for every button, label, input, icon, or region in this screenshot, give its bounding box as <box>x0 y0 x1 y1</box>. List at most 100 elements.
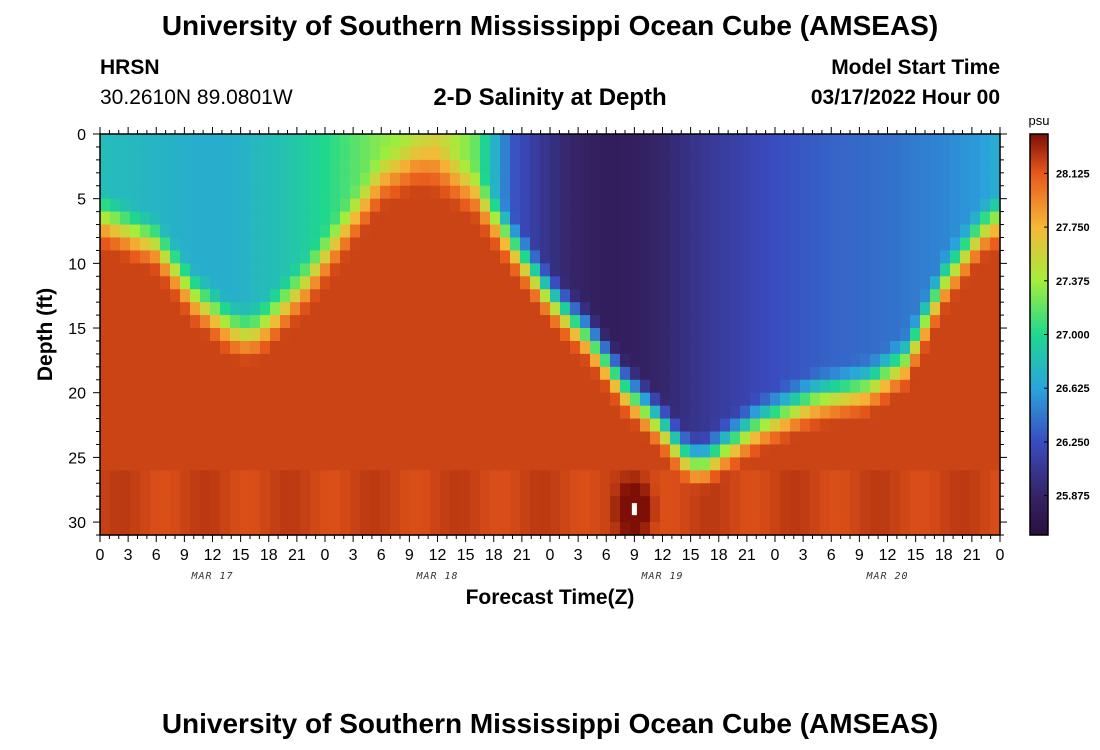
heatmap-cell <box>230 457 241 471</box>
heatmap-cell <box>270 315 281 329</box>
heatmap-cell <box>950 509 961 523</box>
heatmap-cell <box>550 509 561 523</box>
heatmap-cell <box>820 276 831 290</box>
heatmap-cell <box>210 483 221 497</box>
heatmap-cell <box>540 353 551 368</box>
heatmap-cell <box>420 418 431 433</box>
heatmap-cell <box>990 315 1001 329</box>
heatmap-cell <box>650 379 661 394</box>
heatmap-cell <box>470 198 481 213</box>
heatmap-cell <box>950 276 961 290</box>
heatmap-cell <box>540 522 551 536</box>
heatmap-cell <box>590 509 601 523</box>
heatmap-cell <box>330 522 341 536</box>
heatmap-cell <box>920 470 931 484</box>
heatmap-cell <box>760 496 771 510</box>
heatmap-cell <box>310 328 321 342</box>
heatmap-cell <box>460 198 471 213</box>
heatmap-cell <box>820 198 831 213</box>
heatmap-cell <box>550 159 561 174</box>
heatmap-cell <box>320 328 331 342</box>
heatmap-cell <box>760 405 771 420</box>
heatmap-cell <box>610 224 621 239</box>
heatmap-cell <box>570 134 581 148</box>
heatmap-cell <box>920 263 931 277</box>
heatmap-cell <box>260 366 271 381</box>
heatmap-cell <box>370 159 381 174</box>
heatmap-cell <box>810 392 821 407</box>
heatmap-cell <box>810 159 821 174</box>
heatmap-cell <box>690 353 701 368</box>
heatmap-cell <box>540 470 551 484</box>
heatmap-cell <box>820 224 831 239</box>
heatmap-cell <box>260 457 271 471</box>
heatmap-cell <box>650 250 661 264</box>
heatmap-cell <box>780 211 791 226</box>
heatmap-cell <box>210 172 221 187</box>
heatmap-cell <box>890 198 901 213</box>
heatmap-cell <box>600 276 611 290</box>
heatmap-cell <box>920 379 931 394</box>
heatmap-cell <box>710 237 721 252</box>
heatmap-cell <box>500 276 511 290</box>
heatmap-cell <box>670 315 681 329</box>
heatmap-cell <box>960 315 971 329</box>
heatmap-cell <box>150 366 161 381</box>
heatmap-cell <box>600 146 611 161</box>
heatmap-cell <box>110 496 121 510</box>
heatmap-cell <box>800 315 811 329</box>
heatmap-cell <box>310 250 321 264</box>
heatmap-cell <box>530 379 541 394</box>
heatmap-cell <box>230 483 241 497</box>
heatmap-cell <box>330 172 341 187</box>
heatmap-cell <box>740 457 751 471</box>
heatmap-cell <box>300 315 311 329</box>
heatmap-cell <box>990 185 1001 200</box>
heatmap-cell <box>470 134 481 148</box>
heatmap-cell <box>780 198 791 213</box>
heatmap-cell <box>340 185 351 200</box>
heatmap-cell <box>400 134 411 148</box>
heatmap-cell <box>260 379 271 394</box>
heatmap-cell <box>720 522 731 536</box>
heatmap-cell <box>220 328 231 342</box>
heatmap-cell <box>840 302 851 316</box>
heatmap-cell <box>690 289 701 303</box>
heatmap-cell <box>490 340 501 355</box>
heatmap-cell <box>750 379 761 394</box>
heatmap-cell <box>330 185 341 200</box>
heatmap-cell <box>900 418 911 433</box>
heatmap-cell <box>760 353 771 368</box>
heatmap-cell <box>360 379 371 394</box>
heatmap-cell <box>200 444 211 458</box>
heatmap-cell <box>830 483 841 497</box>
heatmap-cell <box>180 392 191 407</box>
heatmap-cell <box>980 418 991 433</box>
heatmap-cell <box>900 146 911 161</box>
heatmap-cell <box>920 302 931 316</box>
heatmap-cell <box>790 431 801 446</box>
heatmap-cell <box>180 470 191 484</box>
heatmap-cell <box>960 392 971 407</box>
heatmap-cell <box>420 509 431 523</box>
heatmap-cell <box>980 250 991 264</box>
heatmap-cell <box>500 159 511 174</box>
heatmap-cell <box>570 366 581 381</box>
heatmap-cell <box>110 134 121 148</box>
heatmap-cell <box>410 328 421 342</box>
heatmap-cell <box>790 146 801 161</box>
heatmap-cell <box>330 302 341 316</box>
heatmap-cell <box>620 237 631 252</box>
heatmap-cell <box>790 250 801 264</box>
heatmap-cell <box>890 457 901 471</box>
heatmap-cell <box>270 444 281 458</box>
heatmap-cell <box>330 328 341 342</box>
heatmap-cell <box>510 431 521 446</box>
heatmap-cell <box>390 340 401 355</box>
heatmap-cell <box>340 418 351 433</box>
heatmap-cell <box>930 522 941 536</box>
station-coordinates: 30.2610N 89.0801W <box>100 86 293 109</box>
heatmap-cell <box>810 250 821 264</box>
heatmap-cell <box>820 315 831 329</box>
heatmap-cell <box>610 328 621 342</box>
